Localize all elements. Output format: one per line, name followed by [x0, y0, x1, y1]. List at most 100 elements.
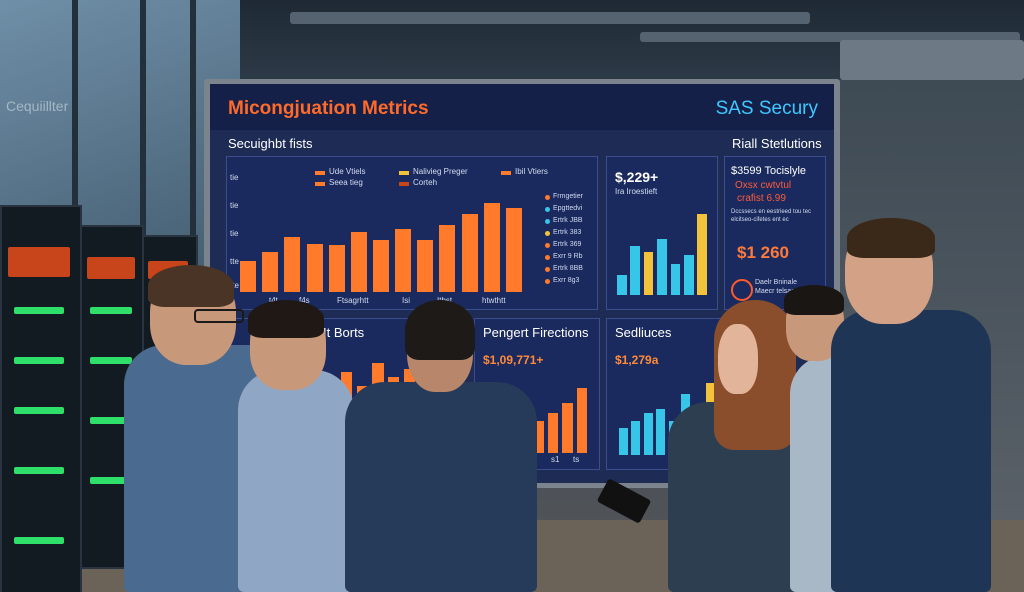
chart-bar: [417, 239, 434, 292]
chart-bar: [684, 254, 694, 295]
legend-label: Ibil Vtiers: [515, 167, 548, 176]
legend-label: Nalivieg Preger: [413, 167, 468, 176]
right-info-panel: $3599 Tocislyle Oxsx cwtvtul crafist 6.9…: [724, 156, 826, 310]
shirt: [238, 370, 354, 592]
chart-bar: [395, 229, 412, 292]
hair: [248, 300, 324, 338]
legend-swatch: [315, 182, 325, 186]
list-bullet-icon: [545, 231, 550, 236]
list-bullet-icon: [545, 207, 550, 212]
chart-bar: [630, 245, 640, 295]
alert-line: Oxsx cwtvtul: [735, 180, 792, 191]
side-chart-panel: $,229+ Ira Iroestieft: [606, 156, 718, 310]
list-item: Epgttedvi: [553, 205, 583, 212]
chart-bar: [631, 420, 641, 455]
chart-bar: [697, 214, 708, 295]
list-bullet-icon: [545, 255, 550, 260]
list-bullet-icon: [545, 267, 550, 272]
legend-swatch: [399, 171, 409, 175]
alert-line: $3599 Tocislyle: [731, 165, 807, 177]
chart-bar: [657, 239, 667, 295]
legend-swatch: [399, 182, 409, 186]
right-panel-title: Riall Stetlutions: [732, 136, 822, 151]
y-tick-label: tie: [230, 173, 239, 182]
note-line: Dccssecs en eestrieed tou tec: [731, 209, 812, 215]
side-value: $,229+: [615, 169, 659, 185]
chart-bar: [643, 251, 654, 295]
bottom-right-title: Sedliuces: [615, 325, 672, 340]
chart-bar: [576, 388, 587, 453]
list-item: Exrr 9 Rb: [553, 253, 583, 260]
list-item: Frmgetier: [553, 193, 583, 200]
chart-bar: [439, 224, 456, 292]
bottom-mid-title: Pengert Firections: [483, 325, 589, 340]
legend-label: Corteh: [413, 178, 438, 187]
chart-bar: [373, 239, 389, 292]
metric-list: Frmgetier Epgttedvi Ertrk JBB Ertrk 383 Ertr…: [545, 193, 595, 303]
suit-jacket: [831, 310, 991, 592]
chart-bar: [461, 214, 478, 292]
chart-bar: [284, 237, 301, 292]
rack-led: [14, 537, 64, 544]
lock-icon: [731, 279, 753, 301]
chart-bar: [505, 208, 522, 292]
y-tick-label: tie: [230, 201, 239, 210]
chart-bar: [618, 428, 628, 455]
chart-bar: [240, 260, 257, 292]
hair: [847, 218, 935, 258]
rack-led: [14, 467, 64, 474]
person-man-striped-shirt: [238, 300, 358, 592]
rack-led: [90, 307, 132, 314]
list-bullet-icon: [545, 195, 550, 200]
dashboard-header: Micongjuation Metrics SAS Secury: [210, 84, 834, 130]
x-tick-label: s1: [551, 455, 560, 464]
rack-led: [90, 357, 132, 364]
person-man-suit: [345, 300, 540, 592]
list-bullet-icon: [545, 219, 550, 224]
list-item: Ertrk JBB: [553, 217, 583, 224]
rack-led: [14, 357, 64, 364]
ceiling-duct: [640, 32, 1020, 42]
note-line: elcitseo-cifetes ent ec: [731, 217, 789, 223]
chart-bar: [328, 244, 345, 292]
rack-display: [8, 247, 70, 277]
rack-led: [90, 417, 132, 424]
rack-led: [14, 407, 64, 414]
chart-bar: [643, 413, 653, 455]
icon-label: Daelr Bninale: [755, 279, 798, 286]
window-sign: Cequiillter: [6, 98, 69, 114]
chart-bar: [656, 409, 666, 455]
chart-bar: [548, 413, 559, 453]
list-item: Ertrk 369: [553, 241, 582, 248]
right-value: $1 260: [737, 243, 789, 262]
chart-bar: [533, 420, 544, 453]
ceiling-duct: [290, 12, 810, 24]
legend-swatch: [501, 171, 511, 175]
list-bullet-icon: [545, 243, 550, 248]
x-tick-label: ts: [573, 455, 580, 464]
legend-label: Ude Vtiels: [329, 167, 366, 176]
bottom-mid-value: $1,09,771+: [483, 353, 544, 367]
chart-bar: [616, 275, 627, 295]
alert-line: crafist 6.99: [737, 193, 786, 204]
main-panel-title: Secuighbt fists: [228, 136, 313, 151]
chart-bar: [262, 252, 279, 292]
chart-bar: [670, 263, 681, 295]
list-item: Ertrk 383: [553, 229, 582, 236]
chart-bar: [306, 243, 323, 292]
ceiling-vent: [840, 40, 1024, 80]
bottom-left-title: It Borts: [323, 325, 365, 340]
bottom-right-value: $1,279a: [615, 353, 659, 367]
person-man-blue-suit: [825, 218, 995, 592]
rack-display: [87, 257, 135, 279]
legend-swatch: [315, 171, 325, 175]
window-frame: [72, 0, 78, 330]
main-chart-panel: Ude Vtiels Nalivieg Preger Ibil Vtiers S…: [226, 156, 598, 310]
brand-name: SAS Secury: [715, 98, 818, 119]
chart-bar: [483, 202, 500, 292]
chart-bar: [350, 232, 367, 292]
hair: [405, 300, 475, 360]
dashboard-title: Micongjuation Metrics: [228, 98, 429, 119]
hair: [148, 265, 234, 307]
server-rack: [0, 205, 82, 592]
